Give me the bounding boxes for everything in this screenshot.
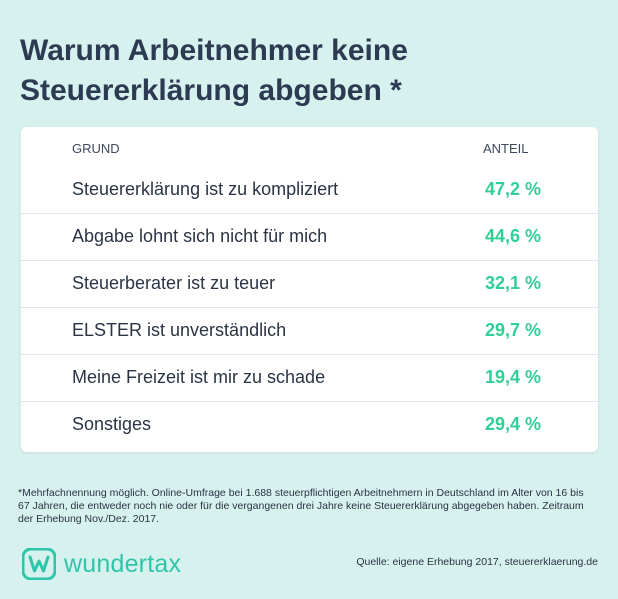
row-value: 19,4 % bbox=[484, 367, 541, 387]
row-label: Steuererklärung ist zu kompliziert bbox=[72, 179, 339, 199]
row-value: 47,2 % bbox=[484, 179, 541, 199]
footnote: *Mehrfachnennung möglich. Online-Umfrage… bbox=[18, 487, 584, 525]
wundertax-logo-icon bbox=[22, 548, 56, 580]
column-header-grund: GRUND bbox=[72, 141, 120, 156]
source-note: Quelle: eigene Erhebung 2017, steuererkl… bbox=[356, 556, 598, 568]
row-value: 32,1 % bbox=[484, 273, 541, 293]
table-row: Meine Freizeit ist mir zu schade 19,4 % bbox=[21, 355, 598, 402]
row-label: Steuerberater ist zu teuer bbox=[72, 273, 276, 293]
table-header: GRUND ANTEIL bbox=[21, 127, 598, 167]
row-label: Sonstiges bbox=[72, 414, 152, 434]
table-row: Steuerberater ist zu teuer 32,1 % bbox=[21, 261, 598, 308]
brand-logo[interactable]: wundertax bbox=[22, 546, 181, 582]
row-label: Meine Freizeit ist mir zu schade bbox=[72, 367, 326, 387]
row-value: 29,7 % bbox=[484, 320, 541, 340]
table-row: Abgabe lohnt sich nicht für mich 44,6 % bbox=[21, 214, 598, 261]
row-label: ELSTER ist unverständlich bbox=[72, 320, 287, 340]
page-title: Warum Arbeitnehmer keine Steuererklärung… bbox=[20, 34, 408, 107]
table-body: Steuererklärung ist zu kompliziert 47,2 … bbox=[21, 167, 598, 449]
table-row: Steuererklärung ist zu kompliziert 47,2 … bbox=[21, 167, 598, 214]
column-header-anteil: ANTEIL bbox=[483, 141, 529, 156]
row-value: 29,4 % bbox=[484, 414, 541, 434]
brand-name: wundertax bbox=[64, 549, 182, 578]
row-label: Abgabe lohnt sich nicht für mich bbox=[72, 226, 328, 246]
table-row: Sonstiges 29,4 % bbox=[21, 402, 598, 449]
results-table: GRUND ANTEIL Steuererklärung ist zu komp… bbox=[21, 127, 598, 452]
table-row: ELSTER ist unverständlich 29,7 % bbox=[21, 308, 598, 355]
row-value: 44,6 % bbox=[484, 226, 541, 246]
